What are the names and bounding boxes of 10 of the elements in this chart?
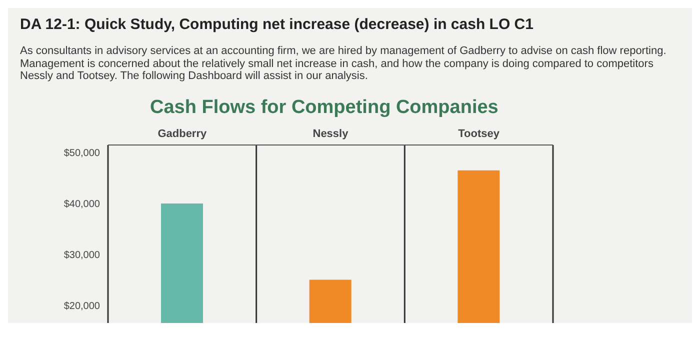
y-tick-label: $30,000 <box>64 250 100 261</box>
chart-title: Cash Flows for Competing Companies <box>150 96 500 119</box>
text: As consultants in advisory services at an accounting firm, we are hired by management of Gadberry to advise on cash flow reporting. Management is concerned about the relatively small net increase in cash, and how the company is doing compared to competitors Nessly and Tootsey. The following Dashboard will assist in our analysis. <box>19 44 668 83</box>
y-tick-label: $50,000 <box>64 148 100 160</box>
text: DA 12-1: Quick Study, Computing net increase (decrease) in cash LO C1 <box>19 15 534 33</box>
y-tick-label: $20,000 <box>64 300 100 312</box>
x-tick-label: Tootsey <box>458 128 500 140</box>
x-tick-label: Nessly <box>312 128 350 140</box>
x-tick-label: Gadberry <box>158 128 208 140</box>
y-tick-label: $40,000 <box>64 198 100 210</box>
